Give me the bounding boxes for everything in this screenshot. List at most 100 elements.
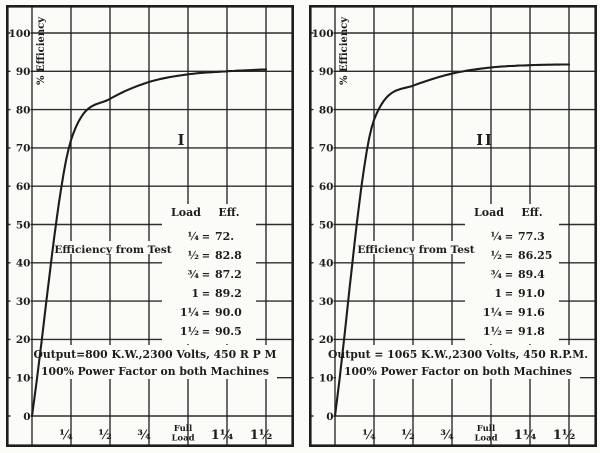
x-tick-label-load: Load [474, 434, 497, 444]
table-equals-sign: = [202, 251, 210, 262]
y-tick-label: 60 [319, 181, 334, 193]
table-eff-value: 77.3 [518, 230, 545, 243]
y-tick-backdrop [313, 256, 334, 269]
y-tick-label: 90 [16, 66, 31, 78]
efficiency-curve [30, 68, 268, 418]
y-tick-label: 30 [16, 296, 31, 308]
table-header-load: Load [171, 206, 201, 219]
table-eff-value: 91.6 [518, 306, 545, 319]
table-eff-value: 89.2 [215, 287, 242, 300]
y-tick-backdrop [10, 410, 31, 422]
y-tick-label: 20 [319, 334, 334, 346]
caption-backdrop [336, 345, 580, 379]
y-tick-label: 50 [319, 219, 334, 231]
x-tick-label: 1¼ [211, 428, 234, 443]
y-tick-label: 50 [16, 219, 31, 231]
table-equals-sign: = [505, 232, 513, 243]
table-header-eff: Eff. [218, 206, 239, 219]
caption-power-factor: 100% Power Factor on both Machines [41, 365, 269, 378]
table-load-value: ¾ [491, 268, 503, 281]
y-tick-label: 0 [23, 411, 30, 423]
table-load-value: ¼ [491, 230, 503, 243]
y-tick-backdrop [313, 141, 334, 154]
y-tick-label: 40 [16, 258, 31, 270]
caption-output: Output = 1065 K.W.,2300 Volts, 450 R.P.M… [328, 348, 588, 361]
y-tick-backdrop [10, 256, 31, 269]
x-tick-label-load: Load [171, 434, 194, 444]
table-load-value: 1¼ [180, 306, 200, 319]
table-equals-sign: = [202, 327, 210, 338]
annotation-backdrop [60, 241, 168, 254]
table-eff-value: 87.2 [215, 268, 242, 281]
y-tick-label: 10 [319, 373, 334, 385]
caption-output: Output=800 K.W.,2300 Volts, 450 R P M [33, 348, 276, 361]
y-tick-backdrop [313, 333, 334, 346]
table-load-value: 1½ [483, 325, 502, 338]
table-load-value: ¼ [188, 230, 200, 243]
y-tick-backdrop [313, 103, 334, 116]
table-equals-sign: = [202, 308, 210, 319]
y-tick-label: 80 [16, 104, 31, 116]
table-eff-value: 89.4 [518, 268, 545, 281]
x-tick-label: ¼ [362, 428, 376, 443]
table-eff-value: 90.5 [215, 325, 242, 338]
table-backdrop [465, 204, 559, 344]
annotation-backdrop [363, 241, 471, 254]
table-eff-value: 82.8 [215, 249, 242, 262]
efficiency-curve [333, 63, 571, 418]
y-tick-backdrop [10, 333, 31, 346]
x-tick-label: ½ [98, 428, 112, 443]
y-axis-title: % Efficiency [36, 16, 47, 85]
table-equals-sign: = [505, 251, 513, 262]
table-equals-sign: = [505, 289, 513, 300]
y-tick-backdrop [10, 141, 31, 154]
y-tick-label: 20 [16, 334, 31, 346]
y-tick-backdrop [10, 371, 31, 384]
panel-border [309, 5, 597, 447]
panel-numeral: I [178, 132, 187, 149]
table-eff-value: 72. [215, 230, 234, 243]
x-tick-label-full: Full [174, 424, 193, 434]
table-equals-sign: = [202, 289, 210, 300]
x-tick-label: ¾ [440, 428, 454, 443]
table-equals-sign: = [202, 270, 210, 281]
y-tick-label: 70 [16, 143, 31, 155]
y-tick-label: 90 [319, 66, 334, 78]
y-tick-backdrop [313, 295, 334, 308]
table-load-value: 1 [494, 287, 502, 300]
y-tick-backdrop [313, 65, 334, 78]
panel-border [6, 5, 294, 447]
x-tick-label: 1½ [553, 428, 576, 443]
x-tick-label-full: Full [477, 424, 496, 434]
y-tick-label: 80 [319, 104, 334, 116]
table-eff-value: 91.0 [518, 287, 545, 300]
table-equals-sign: = [505, 308, 513, 319]
table-load-value: ¾ [188, 268, 200, 281]
table-load-value: 1½ [180, 325, 199, 338]
table-load-value: ½ [491, 249, 502, 262]
table-header-load: Load [474, 206, 504, 219]
table-equals-sign: = [505, 327, 513, 338]
y-axis-title: % Efficiency [339, 16, 350, 85]
panel-numeral: II [476, 132, 494, 149]
x-tick-label: ¾ [137, 428, 151, 443]
y-tick-backdrop [10, 295, 31, 308]
y-tick-label: 100 [312, 28, 334, 40]
y-tick-label: 60 [16, 181, 31, 193]
annotation-efficiency-from-test: Efficiency from Test [54, 244, 171, 256]
y-tick-backdrop [10, 103, 31, 116]
caption-backdrop [33, 345, 277, 379]
y-tick-backdrop [10, 180, 31, 193]
y-tick-label: 0 [326, 411, 333, 423]
caption-power-factor: 100% Power Factor on both Machines [344, 365, 572, 378]
table-header-eff: Eff. [521, 206, 542, 219]
y-tick-backdrop [313, 218, 334, 231]
x-tick-label: 1¼ [514, 428, 537, 443]
y-tick-label: 30 [319, 296, 334, 308]
y-tick-label: 100 [9, 28, 31, 40]
table-eff-value: 91.8 [518, 325, 545, 338]
x-tick-label: 1½ [250, 428, 273, 443]
table-load-value: ½ [188, 249, 199, 262]
